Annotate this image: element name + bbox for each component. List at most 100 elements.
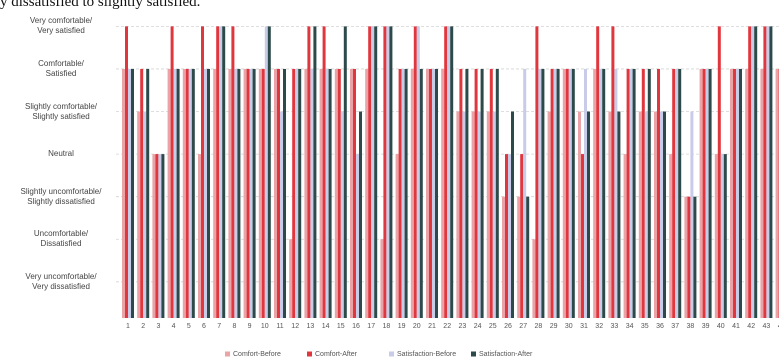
bar (459, 68, 463, 318)
bar (644, 111, 648, 319)
bar (374, 26, 378, 319)
bar (277, 68, 280, 318)
bar (191, 68, 195, 318)
y-tick-label: Very comfortable/ Very satisfied (29, 16, 93, 36)
x-tick-label: 14 (322, 323, 330, 330)
x-tick-label: 13 (307, 323, 315, 330)
bar (295, 68, 299, 318)
bar (763, 26, 767, 319)
bar (568, 68, 572, 318)
bar (298, 68, 302, 318)
bar (638, 111, 642, 319)
x-tick-label: 6 (202, 323, 206, 330)
bar (334, 68, 338, 318)
bar (304, 68, 308, 318)
bar (182, 68, 186, 318)
bar (462, 111, 466, 319)
bar (465, 68, 469, 318)
x-tick-label: 37 (671, 323, 679, 330)
legend-swatch (471, 351, 476, 357)
bar (553, 68, 557, 318)
bar (353, 68, 356, 318)
bar (350, 68, 353, 318)
bar (395, 154, 399, 318)
bar (274, 68, 277, 318)
bar (122, 68, 125, 318)
bar (337, 68, 341, 318)
bar (161, 154, 165, 318)
x-tick-label: 10 (261, 323, 269, 330)
bar (389, 26, 393, 319)
bar (562, 68, 566, 318)
bar (556, 68, 560, 318)
legend-label: Satisfaction-Before (397, 351, 456, 358)
bar (359, 111, 362, 319)
bar (766, 26, 770, 319)
bar (292, 68, 296, 318)
y-tick-label: Slightly comfortable/ Slightly satisfied (24, 101, 98, 121)
legend-label: Comfort-Before (233, 351, 281, 358)
bar (413, 26, 417, 319)
x-tick-label: 21 (428, 323, 436, 330)
bar (325, 68, 329, 318)
bar (368, 26, 372, 319)
x-tick-label: 20 (413, 323, 421, 330)
x-tick-label: 18 (383, 323, 391, 330)
bar (234, 68, 238, 318)
bar (745, 68, 749, 318)
bar (632, 68, 636, 318)
bar (410, 68, 414, 318)
bar (526, 196, 530, 318)
x-tick-label: 44 (778, 323, 779, 330)
x-tick-label: 43 (763, 323, 771, 330)
bar (140, 68, 144, 318)
bar (432, 68, 435, 318)
legend-swatch (225, 351, 230, 357)
bar (511, 111, 514, 319)
bar (578, 111, 581, 319)
bar (486, 111, 490, 319)
y-tick-label: Slightly uncomfortable/ Slightly dissati… (20, 186, 102, 206)
bar (222, 26, 226, 319)
bar (565, 68, 569, 318)
bar (535, 26, 539, 319)
bar (146, 68, 150, 318)
legend-label: Satisfaction-After (479, 351, 533, 358)
bar (289, 239, 293, 318)
bar (687, 196, 691, 318)
bar (523, 68, 527, 318)
bar (447, 26, 451, 319)
bar (733, 68, 736, 318)
bar (386, 26, 390, 319)
bar (383, 26, 387, 319)
bar (404, 68, 408, 318)
caption: y dissatisfied to slightly satisfied. (0, 0, 201, 10)
bar (617, 111, 621, 319)
bar (690, 111, 694, 319)
x-tick-label: 22 (443, 323, 451, 330)
bar (176, 68, 180, 318)
bar (571, 68, 575, 318)
x-tick-label: 23 (459, 323, 467, 330)
bar (663, 111, 666, 319)
bar (623, 154, 627, 318)
x-tick-label: 12 (291, 323, 299, 330)
bar (252, 68, 256, 318)
bar (654, 111, 657, 319)
x-tick-label: 28 (535, 323, 543, 330)
y-tick-label: Uncomfortable/ Dissatisfied (33, 229, 89, 249)
bar (693, 196, 697, 318)
bar (723, 154, 727, 318)
bar (714, 154, 718, 318)
bar (143, 111, 147, 319)
bar (365, 68, 369, 318)
bar (602, 68, 606, 318)
bar (313, 26, 317, 319)
bar (419, 68, 423, 318)
bar (538, 68, 542, 318)
bar (675, 68, 679, 318)
y-tick-label: Neutral (48, 149, 74, 159)
bar (684, 196, 688, 318)
bar (328, 68, 332, 318)
bar (495, 68, 499, 318)
